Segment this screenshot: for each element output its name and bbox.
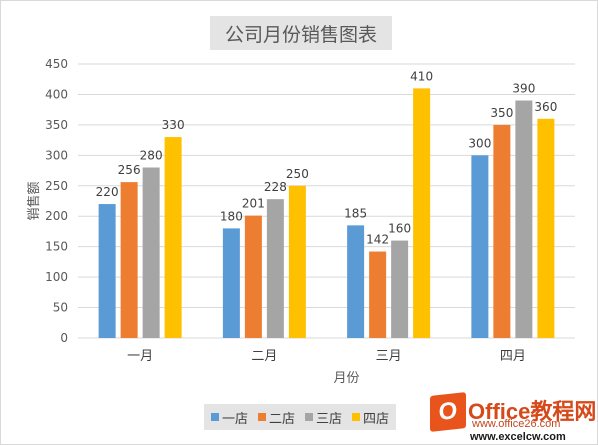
y-tick-label: 200 bbox=[45, 209, 68, 223]
bar bbox=[471, 155, 489, 338]
data-label: 250 bbox=[286, 167, 309, 181]
y-tick-label: 450 bbox=[45, 57, 68, 71]
watermark-url: www.office26.com bbox=[472, 418, 561, 430]
watermark-logo: O Office教程网 www.office26.com www.excelcw… bbox=[428, 392, 598, 445]
data-label: 256 bbox=[118, 163, 141, 177]
bar bbox=[391, 240, 409, 338]
data-label: 201 bbox=[242, 197, 265, 211]
bar bbox=[244, 215, 262, 338]
legend-swatch bbox=[210, 413, 219, 421]
data-label: 220 bbox=[96, 185, 119, 199]
x-tick-label: 三月 bbox=[376, 349, 402, 364]
legend-swatch bbox=[257, 413, 266, 421]
x-axis-label: 月份 bbox=[333, 371, 359, 386]
bar bbox=[515, 100, 533, 339]
legend-label: 四店 bbox=[363, 411, 390, 427]
bar bbox=[493, 124, 511, 338]
legend-swatch bbox=[352, 413, 361, 421]
watermark-brand: Office教程网 bbox=[468, 399, 597, 424]
data-label: 330 bbox=[162, 118, 185, 132]
y-tick-label: 50 bbox=[53, 301, 68, 315]
bar bbox=[369, 251, 387, 338]
data-label: 142 bbox=[366, 233, 389, 247]
bar bbox=[413, 88, 431, 338]
legend-swatch bbox=[305, 413, 313, 421]
chart-legend: 一店 二店 三店 四店 bbox=[204, 404, 396, 430]
x-tick-label: 四月 bbox=[500, 349, 526, 364]
data-label: 360 bbox=[534, 100, 557, 114]
y-tick-label: 300 bbox=[45, 148, 68, 162]
bar bbox=[98, 204, 116, 338]
bar bbox=[537, 118, 555, 338]
data-label: 350 bbox=[490, 106, 513, 120]
data-label: 180 bbox=[220, 209, 243, 223]
legend-label: 一店 bbox=[221, 411, 248, 427]
y-tick-label: 150 bbox=[45, 240, 68, 254]
legend-item: 四店 bbox=[352, 408, 389, 427]
y-axis-label: 销售额 bbox=[26, 181, 42, 220]
bar bbox=[120, 182, 138, 338]
y-tick-label: 350 bbox=[45, 118, 68, 132]
legend-label: 三店 bbox=[316, 411, 343, 427]
bar bbox=[266, 199, 284, 338]
legend-item: 三店 bbox=[305, 408, 342, 427]
data-label: 160 bbox=[388, 222, 411, 236]
legend-item: 二店 bbox=[257, 408, 295, 427]
x-tick-label: 一月 bbox=[127, 349, 153, 364]
y-tick-label: 100 bbox=[45, 270, 68, 284]
data-label: 300 bbox=[468, 136, 491, 150]
bar bbox=[222, 228, 240, 338]
x-tick-label: 二月 bbox=[251, 349, 277, 364]
y-tick-label: 250 bbox=[45, 179, 68, 193]
data-label: 228 bbox=[264, 180, 287, 194]
bar bbox=[164, 137, 182, 338]
y-tick-label: 400 bbox=[45, 87, 68, 101]
legend-label: 二店 bbox=[268, 411, 295, 427]
y-tick-label: 0 bbox=[60, 331, 68, 345]
data-label: 185 bbox=[344, 206, 367, 220]
data-label: 390 bbox=[512, 82, 535, 96]
bar bbox=[288, 185, 306, 338]
legend-item: 一店 bbox=[210, 408, 248, 427]
bar bbox=[142, 167, 160, 338]
data-label: 410 bbox=[410, 69, 433, 83]
watermark-url-2: www.excelcw.com bbox=[470, 431, 566, 443]
bar bbox=[347, 225, 365, 338]
office-logo-icon: O bbox=[430, 392, 466, 432]
data-label: 280 bbox=[140, 149, 163, 163]
chart-title: 公司月份销售图表 bbox=[210, 16, 392, 50]
